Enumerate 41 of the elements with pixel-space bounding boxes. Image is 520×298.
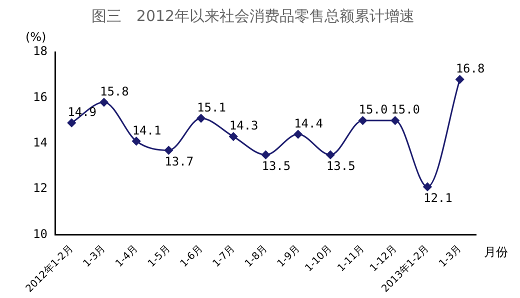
data-label: 13.5 <box>262 158 291 173</box>
x-tick-label: 1-3月 <box>437 243 464 270</box>
data-label: 15.8 <box>100 84 129 98</box>
y-axis-title: (%) <box>25 30 46 44</box>
x-tick-label: 1-5月 <box>146 243 173 270</box>
data-label: 13.7 <box>164 154 194 168</box>
point <box>261 150 270 160</box>
data-label: 14.3 <box>229 118 258 133</box>
x-tick-label: 1-9月 <box>276 243 302 270</box>
data-label: 12.1 <box>423 190 452 205</box>
data-label: 15.1 <box>197 100 226 114</box>
y-tick-label: 10 <box>32 226 48 241</box>
point <box>358 116 368 125</box>
data-label: 16.8 <box>456 62 485 76</box>
data-label: 14.1 <box>132 123 162 138</box>
point <box>423 182 432 192</box>
point <box>326 150 335 160</box>
point <box>100 98 108 107</box>
data-label: 15.0 <box>391 102 420 117</box>
y-tick-label: 12 <box>32 181 48 196</box>
point <box>229 132 238 141</box>
point <box>67 118 76 128</box>
point <box>164 146 173 155</box>
point <box>196 114 206 123</box>
x-tick-label: 1-8月 <box>243 243 270 270</box>
point <box>456 75 464 84</box>
x-axis-title: 月份 <box>484 244 508 259</box>
y-tick-label: 14 <box>32 136 48 150</box>
y-tick-label: 16 <box>32 90 48 104</box>
data-label: 13.5 <box>326 158 356 173</box>
x-tick-label: 1-3月 <box>82 243 108 270</box>
y-tick-label: 18 <box>32 44 48 58</box>
x-tick-label: 1-7月 <box>210 243 238 270</box>
x-tick-label: 1-4月 <box>114 243 140 270</box>
point <box>390 116 400 125</box>
data-label: 15.0 <box>358 102 388 117</box>
x-tick-label: 1-6月 <box>178 243 205 270</box>
data-label: 14.4 <box>294 116 323 130</box>
point <box>294 130 302 139</box>
chart-title: 图三 2012年以来社会消费品零售总额累计增速 <box>91 6 415 25</box>
point <box>132 136 141 146</box>
